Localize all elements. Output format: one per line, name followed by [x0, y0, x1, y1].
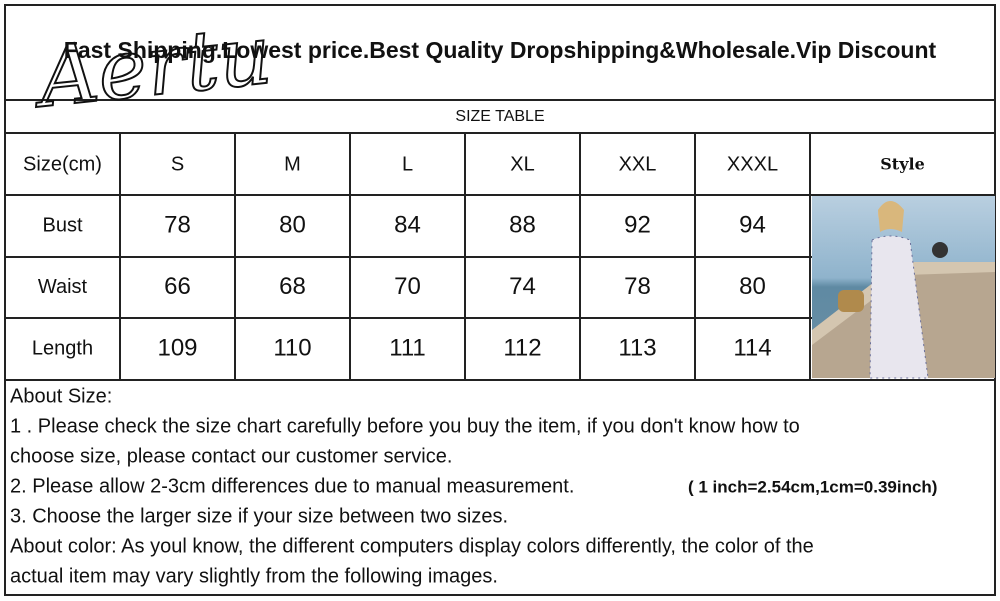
column-header: Style: [880, 155, 925, 174]
cell-value: 68: [279, 273, 306, 300]
table-grid: Size(cm) S M L XL XXL XXXL Style Bust 78 80 84 88 92 9…: [5, 133, 995, 380]
column-header: S: [171, 153, 184, 175]
column-header: XXXL: [727, 153, 778, 175]
note-line: About color: As youl know, the different…: [10, 535, 814, 557]
table-title: SIZE TABLE: [455, 108, 544, 125]
note-line: actual item may vary slightly from the f…: [10, 565, 498, 587]
column-header: L: [402, 153, 413, 175]
cell-value: 78: [624, 273, 651, 300]
note-line: 1 . Please check the size chart carefull…: [10, 415, 800, 437]
cell-value: 78: [164, 211, 191, 238]
conversion: ( 1 inch=2.54cm,1cm=0.39inch): [688, 477, 937, 496]
note-line: 3. Choose the larger size if your size b…: [10, 505, 508, 527]
cell-value: 112: [503, 334, 541, 361]
cell-value: 70: [394, 273, 421, 300]
cell-value: 109: [157, 334, 197, 361]
cell-value: 110: [273, 334, 311, 361]
cell-value: 80: [739, 273, 766, 300]
cell-value: 114: [733, 334, 771, 361]
cell-value: 111: [389, 334, 425, 361]
note-line: 2. Please allow 2-3cm differences due to…: [10, 475, 574, 497]
cell-value: 94: [739, 211, 766, 238]
cell-value: 66: [164, 273, 191, 300]
cell-value: 74: [509, 273, 536, 300]
column-header: XL: [510, 153, 534, 175]
notes-heading: About Size:: [10, 385, 112, 407]
cell-value: 113: [618, 334, 656, 361]
cell-value: 80: [279, 211, 306, 238]
row-label: Waist: [38, 276, 88, 298]
column-header: Size(cm): [23, 153, 102, 175]
cell-value: 92: [624, 211, 651, 238]
style-photo: [812, 196, 995, 379]
note-line: choose size, please contact our customer…: [10, 445, 452, 467]
cell-value: 84: [394, 211, 421, 238]
column-header: M: [284, 153, 301, 175]
banner: Fast Shipping.Lowest price.Best Quality …: [64, 37, 937, 63]
column-header: XXL: [619, 153, 657, 175]
row-label: Length: [32, 337, 93, 359]
row-label: Bust: [42, 214, 82, 236]
cell-value: 88: [509, 211, 536, 238]
